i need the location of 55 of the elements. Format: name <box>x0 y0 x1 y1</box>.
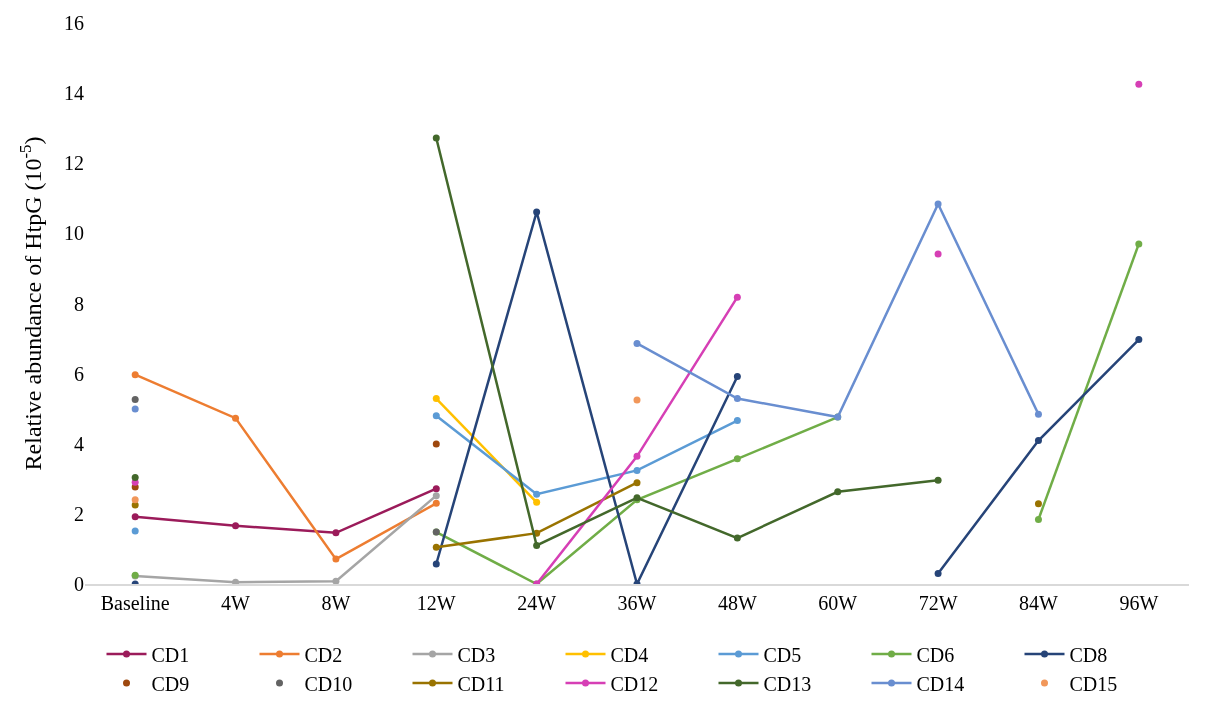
legend-label: CD6 <box>916 643 955 666</box>
point <box>232 578 240 584</box>
point <box>332 577 340 584</box>
legend-label: CD1 <box>151 643 190 666</box>
legend-label: CD10 <box>304 672 353 695</box>
x-tick-label: 8W <box>321 591 351 614</box>
y-tick-label: 14 <box>64 82 84 105</box>
point <box>232 522 240 530</box>
legend-label: CD15 <box>1069 672 1118 695</box>
y-tick-label: 12 <box>64 152 84 175</box>
point <box>131 513 139 521</box>
point <box>934 476 942 484</box>
point <box>1034 410 1042 418</box>
x-tick-label: 12W <box>416 591 456 614</box>
legend-label: CD11 <box>457 672 505 695</box>
point <box>1034 437 1042 445</box>
y-tick-label: 8 <box>74 292 84 315</box>
x-tick-label: 36W <box>617 591 657 614</box>
legend-label: CD5 <box>763 643 802 666</box>
y-tick-label: 4 <box>74 432 84 455</box>
point <box>934 200 942 208</box>
x-tick-label: 24W <box>517 591 557 614</box>
y-tick-label: 16 <box>64 12 84 34</box>
y-tick-label: 0 <box>74 573 84 595</box>
x-tick-label: 48W <box>717 591 757 614</box>
legend-label: CD9 <box>151 672 190 695</box>
point <box>131 371 139 379</box>
point <box>1135 240 1143 248</box>
x-tick-label: 96W <box>1119 591 1159 614</box>
legend-label: CD14 <box>916 672 965 695</box>
point <box>332 555 340 563</box>
legend-label: CD13 <box>763 672 812 695</box>
point <box>432 134 440 142</box>
x-tick-label: 72W <box>918 591 958 614</box>
point <box>332 529 340 537</box>
legend-label: CD3 <box>457 643 496 666</box>
point <box>232 414 240 422</box>
point <box>934 569 942 577</box>
point <box>131 396 139 404</box>
y-tick-label: 2 <box>74 502 84 525</box>
point <box>432 395 440 403</box>
point <box>131 496 139 504</box>
legend-label: CD12 <box>610 672 659 695</box>
x-tick-label: Baseline <box>100 591 170 614</box>
x-tick-label: 84W <box>1019 591 1058 614</box>
legend-label: CD8 <box>1069 643 1108 666</box>
point <box>1135 336 1143 344</box>
x-tick-label: 4W <box>221 591 251 614</box>
x-tick-label: 60W <box>818 591 858 614</box>
legend-label: CD4 <box>610 643 649 666</box>
point <box>1034 515 1042 523</box>
legend-label: CD2 <box>304 643 343 666</box>
y-tick-label: 6 <box>74 362 84 385</box>
point <box>533 208 541 216</box>
y-tick-label: 10 <box>64 222 84 245</box>
